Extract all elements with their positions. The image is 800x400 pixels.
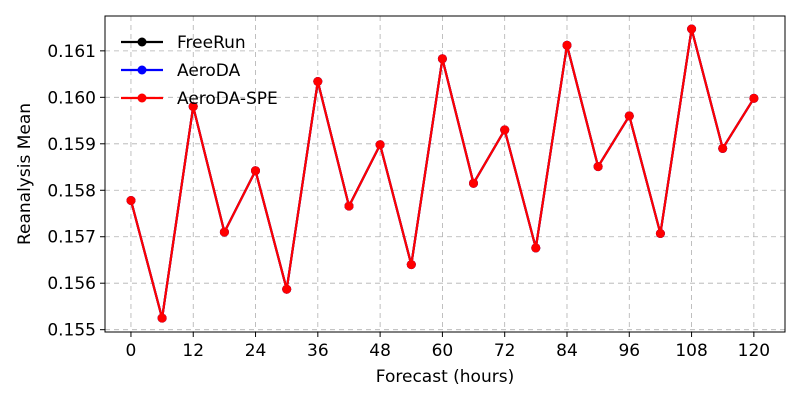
data-point — [126, 196, 136, 205]
x-axis-title: Forecast (hours) — [376, 367, 514, 387]
y-tick-label: 0.159 — [47, 135, 96, 155]
legend-label: AeroDA-SPE — [177, 89, 278, 109]
data-point — [406, 260, 416, 270]
x-axis: 0 12 24 36 48 60 72 84 96 108 120 — [126, 332, 770, 361]
data-point — [655, 229, 665, 238]
x-tick-label: 84 — [556, 341, 578, 361]
legend-marker — [137, 93, 147, 103]
legend-item: AeroDA-SPE — [121, 89, 278, 109]
x-tick-label: 12 — [182, 341, 204, 361]
series-layer — [126, 24, 759, 323]
x-tick-label: 108 — [675, 341, 707, 361]
legend-marker — [137, 37, 147, 47]
data-point — [469, 178, 478, 188]
legend-marker — [137, 65, 147, 75]
y-tick-label: 0.158 — [47, 181, 96, 201]
x-tick-label: 120 — [738, 341, 770, 361]
x-tick-label: 24 — [245, 341, 267, 361]
x-tick-label: 0 — [126, 341, 137, 361]
data-point — [344, 201, 354, 211]
legend-label: AeroDA — [177, 61, 241, 81]
data-point — [718, 143, 728, 153]
data-point — [282, 284, 292, 294]
legend-label: FreeRun — [177, 33, 246, 53]
y-axis: 0.155 0.156 0.157 0.158 0.159 0.160 0.161 — [47, 42, 105, 341]
grid — [105, 16, 785, 332]
legend: FreeRun AeroDA AeroDA-SPE — [121, 33, 278, 109]
y-tick-label: 0.161 — [47, 42, 96, 62]
data-point — [531, 243, 541, 253]
data-point — [219, 227, 229, 237]
y-tick-label: 0.156 — [47, 274, 96, 294]
plot-frame — [104, 15, 786, 333]
data-point — [562, 40, 572, 50]
data-point — [500, 125, 510, 135]
legend-item: FreeRun — [121, 33, 246, 53]
x-tick-label: 48 — [369, 341, 391, 361]
y-tick-label: 0.160 — [47, 88, 96, 108]
data-point — [437, 54, 447, 64]
series-aeroda-spe — [126, 24, 759, 323]
x-tick-label: 72 — [494, 341, 516, 361]
y-tick-label: 0.155 — [47, 321, 96, 341]
y-tick-label: 0.157 — [47, 228, 96, 248]
data-point — [687, 24, 697, 34]
x-tick-label: 60 — [432, 341, 454, 361]
legend-item: AeroDA — [121, 61, 241, 81]
data-point — [313, 77, 323, 86]
data-point — [749, 93, 759, 103]
y-axis-title: Reanalysis Mean — [15, 103, 35, 245]
x-tick-label: 96 — [618, 341, 640, 361]
data-point — [251, 166, 260, 176]
x-tick-label: 36 — [307, 341, 329, 361]
data-point — [593, 162, 603, 172]
data-point — [157, 313, 167, 323]
data-point — [624, 111, 634, 121]
data-point — [375, 140, 385, 150]
data-point — [188, 102, 198, 112]
